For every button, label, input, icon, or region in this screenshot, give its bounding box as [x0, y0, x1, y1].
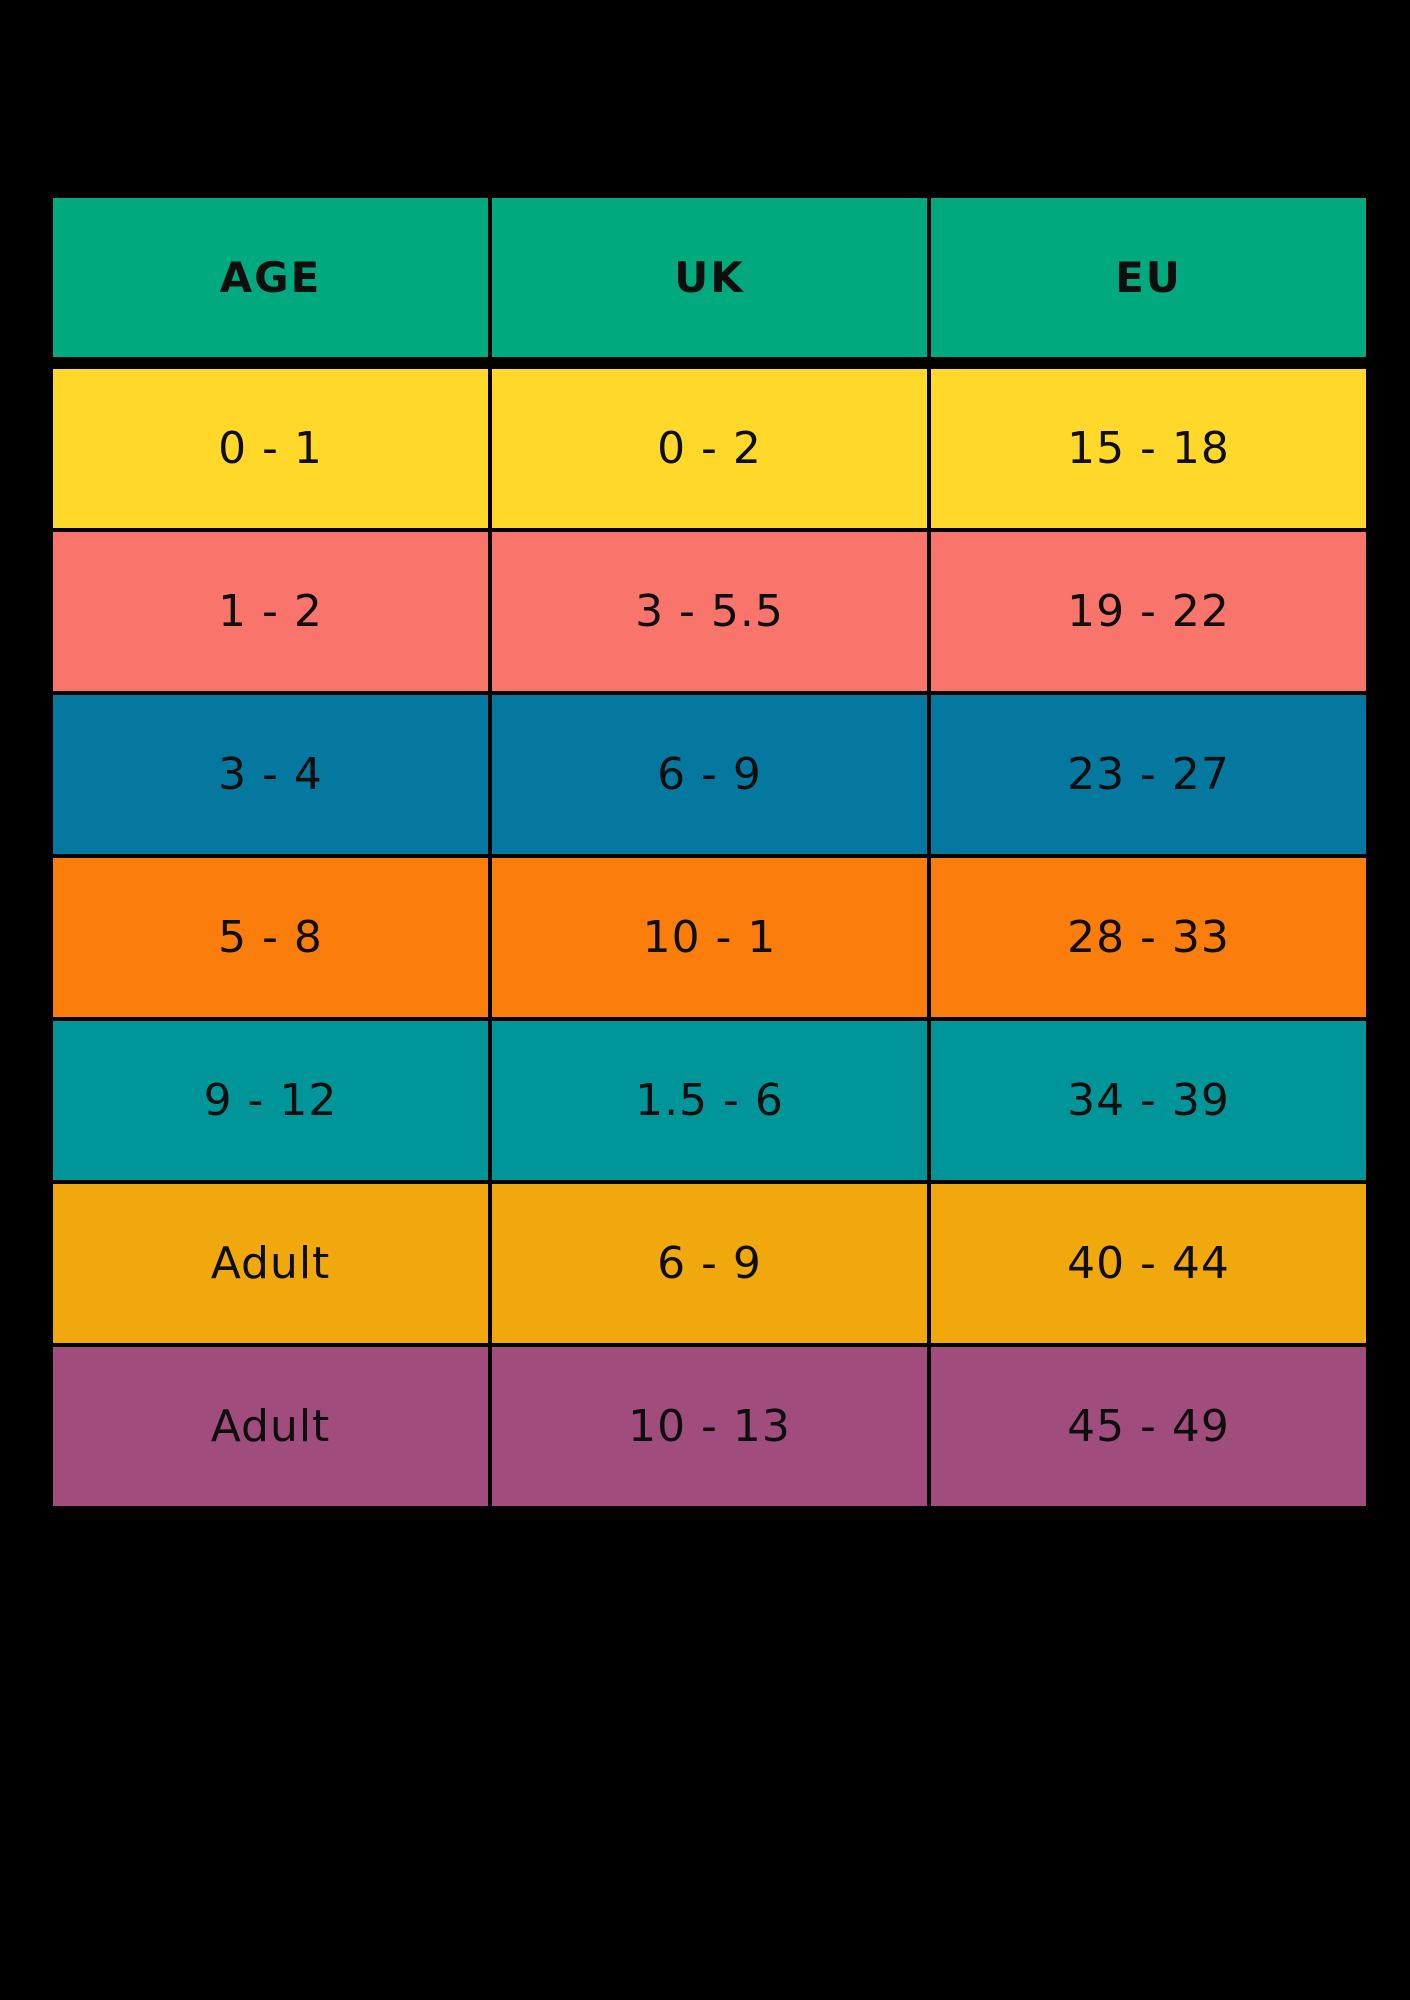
size-conversion-table: AGE UK EU 0 - 1 0 - 2 15 - 18 1 - 2 3 - …: [53, 198, 1366, 1506]
table-cell-eu-row4: 28 - 33: [931, 858, 1366, 1017]
table-cell-age-row3: 3 - 4: [53, 695, 488, 854]
table-cell-eu-row1: 15 - 18: [931, 369, 1366, 528]
table-cell-uk-row1: 0 - 2: [492, 369, 927, 528]
header-divider: [53, 361, 1366, 365]
table-cell-uk-row5: 1.5 - 6: [492, 1021, 927, 1180]
table-cell-uk-row2: 3 - 5.5: [492, 532, 927, 691]
table-cell-uk-row4: 10 - 1: [492, 858, 927, 1017]
table-cell-eu-row3: 23 - 27: [931, 695, 1366, 854]
table-cell-eu-row5: 34 - 39: [931, 1021, 1366, 1180]
table-cell-eu-row2: 19 - 22: [931, 532, 1366, 691]
table-cell-age-row4: 5 - 8: [53, 858, 488, 1017]
column-header-uk: UK: [492, 198, 927, 357]
table-cell-age-row6: Adult: [53, 1184, 488, 1343]
table-cell-age-row2: 1 - 2: [53, 532, 488, 691]
table-cell-age-row1: 0 - 1: [53, 369, 488, 528]
table-cell-eu-row6: 40 - 44: [931, 1184, 1366, 1343]
table-cell-eu-row7: 45 - 49: [931, 1347, 1366, 1506]
table-cell-uk-row3: 6 - 9: [492, 695, 927, 854]
table-cell-uk-row6: 6 - 9: [492, 1184, 927, 1343]
table-cell-age-row7: Adult: [53, 1347, 488, 1506]
table-cell-uk-row7: 10 - 13: [492, 1347, 927, 1506]
column-header-eu: EU: [931, 198, 1366, 357]
column-header-age: AGE: [53, 198, 488, 357]
table-cell-age-row5: 9 - 12: [53, 1021, 488, 1180]
